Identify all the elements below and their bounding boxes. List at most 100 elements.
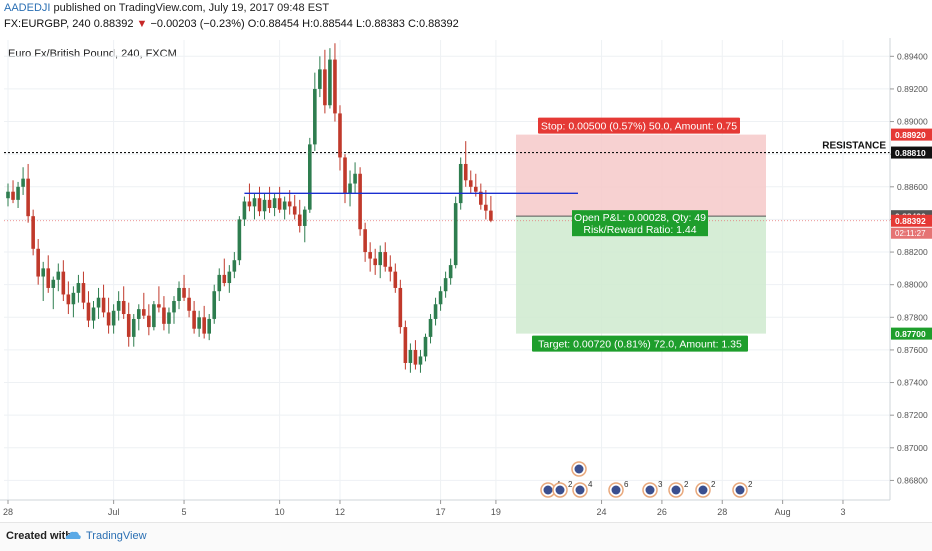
candle-body — [448, 265, 453, 279]
candle-body — [373, 258, 377, 266]
candle-body — [468, 180, 473, 187]
candle-body — [313, 88, 317, 145]
candle-body — [287, 201, 292, 207]
symbol-label: FX:EURGBP, 240 — [4, 18, 91, 30]
candle-body — [247, 201, 252, 207]
time-tick-label: 19 — [491, 507, 501, 517]
pnl-text: Open P&L: 0.00028, Qty: 49 — [574, 212, 706, 224]
candle-body — [81, 283, 86, 303]
stop-label-bg — [538, 117, 740, 134]
candle-body — [489, 210, 493, 221]
price-chart[interactable]: RESISTANCE Stop: 0.00500 (0.57%) 50.0, Am… — [0, 38, 932, 520]
target-label-text: Target: 0.00720 (0.81%) 72.0, Amount: 1.… — [538, 339, 742, 351]
price-tick-label: 0.88200 — [897, 247, 928, 257]
candle-body — [463, 163, 468, 181]
resistance-label: RESISTANCE — [822, 141, 886, 152]
event-flag-icon — [698, 485, 708, 495]
candle-body — [217, 274, 222, 292]
candle-body — [358, 173, 362, 230]
price-change: −0.00203 (−0.23%) — [150, 18, 245, 30]
candle-body — [328, 59, 332, 106]
candle-body — [403, 327, 408, 363]
candle-body — [152, 304, 156, 328]
candle-body — [277, 198, 282, 210]
price-badge-label: 0.88920 — [895, 130, 926, 140]
candle-body — [458, 163, 463, 204]
candle-body — [91, 307, 96, 321]
event-count-label: 2 — [684, 480, 689, 489]
candle-body — [177, 287, 181, 301]
candle-body — [136, 309, 141, 319]
candle-body — [443, 278, 448, 292]
candle-body — [111, 310, 116, 326]
time-tick-label: 28 — [717, 507, 727, 517]
time-tick-label: 26 — [657, 507, 667, 517]
time-tick-label: 24 — [597, 507, 607, 517]
candle-body — [16, 186, 20, 200]
candle-body — [428, 318, 433, 337]
candle-body — [378, 252, 383, 266]
tradingview-logo-icon — [65, 531, 81, 539]
open-value: O:0.88454 — [247, 18, 300, 30]
candle-body — [41, 268, 46, 277]
candle-body — [398, 287, 403, 328]
candle-body — [207, 318, 211, 334]
risk-reward-text: Risk/Reward Ratio: 1.44 — [583, 224, 696, 236]
event-count-label: 2 — [711, 480, 716, 489]
candle-body — [157, 304, 161, 308]
candle-body — [302, 209, 307, 226]
candle-body — [187, 297, 191, 311]
author-name[interactable]: AADEDJI — [4, 2, 51, 14]
candle-body — [172, 300, 176, 313]
candle-body — [227, 271, 232, 284]
candle-body — [46, 268, 51, 288]
chart-header: AADEDJI published on TradingView.com, Ju… — [0, 0, 932, 34]
candle-body — [21, 178, 25, 187]
price-tick-label: 0.89400 — [897, 51, 928, 61]
high-value: H:0.88544 — [302, 18, 353, 30]
candle-body — [308, 144, 312, 210]
candle-body — [333, 59, 337, 114]
candle-body — [121, 300, 126, 315]
price-tick-label: 0.87000 — [897, 443, 928, 453]
candle-body — [56, 271, 61, 280]
event-flag-icon — [555, 485, 565, 495]
time-tick-label: 3 — [840, 507, 845, 517]
event-flag-icon — [574, 464, 584, 474]
countdown-label: 02:11:27 — [895, 229, 926, 238]
candle-body — [31, 216, 35, 249]
candle-body — [343, 157, 347, 194]
created-with-label: Created with — [6, 530, 73, 542]
tradingview-brand-link[interactable]: TradingView — [86, 530, 147, 542]
close-value: C:0.88392 — [407, 18, 459, 30]
time-tick-label: 17 — [436, 507, 446, 517]
candle-body — [353, 173, 357, 184]
candle-body — [433, 304, 438, 319]
event-flag-icon — [645, 485, 655, 495]
price-tick-label: 0.89200 — [897, 84, 928, 94]
candle-body — [438, 291, 443, 305]
candle-body — [272, 198, 277, 209]
candle-body — [292, 206, 297, 215]
event-flag-icon — [671, 485, 681, 495]
price-badge-bg — [891, 214, 932, 227]
event-count-label: 2 — [568, 480, 573, 489]
candle-body — [252, 198, 257, 207]
candle-body — [167, 312, 171, 324]
event-flag-icon — [735, 485, 745, 495]
last-price: 0.88392 — [93, 18, 134, 30]
candle-body — [242, 201, 247, 220]
candle-body — [106, 312, 111, 326]
candle-body — [192, 310, 196, 329]
price-tick-label: 0.87800 — [897, 312, 928, 322]
candle-body — [297, 214, 302, 226]
candle-body — [131, 318, 136, 337]
candle-body — [126, 314, 131, 337]
candle-body — [162, 307, 166, 324]
time-tick-label: Jul — [108, 507, 120, 517]
stop-label-text: Stop: 0.00500 (0.57%) 50.0, Amount: 0.75 — [541, 121, 737, 133]
candle-body — [413, 349, 418, 365]
chart-area[interactable]: RESISTANCE Stop: 0.00500 (0.57%) 50.0, Am… — [0, 38, 932, 520]
candle-body — [61, 271, 66, 295]
